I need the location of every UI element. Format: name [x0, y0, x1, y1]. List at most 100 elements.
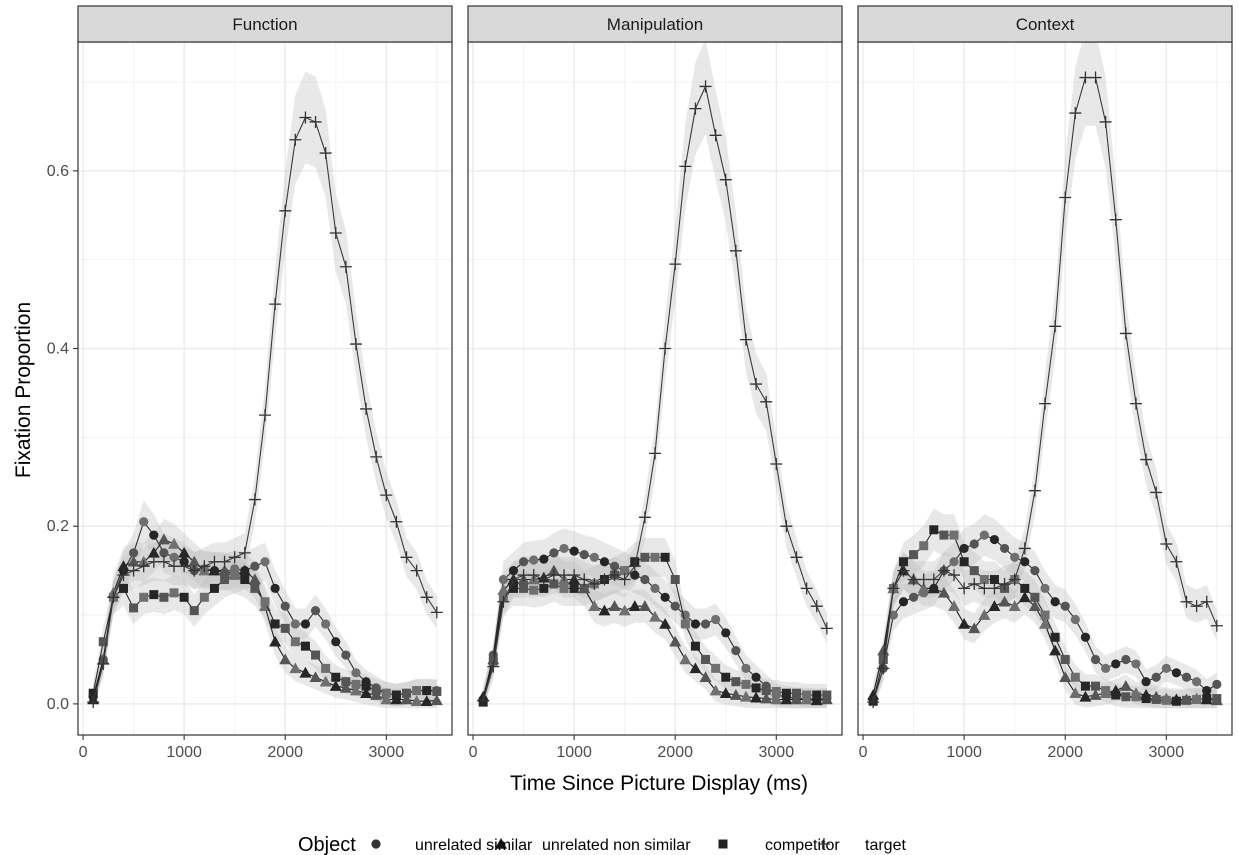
- data-point-target: [400, 551, 413, 564]
- confidence-band-unrelated-non-similar: [483, 552, 827, 709]
- facet-title: Context: [1016, 15, 1075, 34]
- data-point-unrelated-non-similar: [927, 582, 940, 594]
- data-point-target: [679, 160, 692, 173]
- x-tick-label: 1000: [946, 744, 982, 761]
- data-point-competitor: [402, 688, 412, 698]
- legend-label: unrelated similar: [415, 837, 533, 854]
- data-point-unrelated-similar: [599, 557, 610, 567]
- data-point-target: [729, 244, 742, 257]
- data-point-unrelated-non-similar: [1049, 644, 1062, 656]
- data-point-target: [1180, 595, 1193, 608]
- x-axis-title: Time Since Picture Display (ms): [510, 772, 808, 795]
- x-tick-label: 3000: [759, 744, 795, 761]
- data-point-unrelated-similar: [569, 546, 579, 556]
- data-point-target: [578, 573, 591, 586]
- data-point-target: [1119, 327, 1132, 340]
- data-point-unrelated-similar: [908, 592, 919, 602]
- data-point-competitor: [230, 570, 240, 580]
- legend-key-triangle: [495, 838, 507, 849]
- data-point-competitor: [731, 677, 741, 687]
- data-point-unrelated-non-similar: [598, 604, 611, 616]
- data-point-target: [420, 591, 433, 604]
- data-point-target: [1018, 542, 1031, 555]
- data-point-unrelated-similar: [280, 601, 290, 611]
- data-point-unrelated-non-similar: [628, 600, 641, 611]
- data-point-unrelated-similar: [1010, 552, 1020, 562]
- data-point-unrelated-similar: [989, 534, 1000, 545]
- data-point-competitor: [898, 557, 908, 567]
- data-point-unrelated-similar: [999, 543, 1010, 554]
- data-point-competitor: [792, 688, 802, 698]
- data-point-target: [1089, 71, 1102, 84]
- data-point-unrelated-similar: [139, 517, 149, 527]
- data-point-competitor: [300, 641, 310, 651]
- data-point-target: [107, 591, 120, 604]
- data-point-unrelated-non-similar: [669, 635, 682, 647]
- data-point-competitor: [822, 690, 832, 700]
- data-point-unrelated-similar: [1060, 601, 1070, 611]
- legend-label: unrelated non similar: [542, 837, 691, 854]
- data-point-competitor: [549, 579, 559, 589]
- data-point-competitor: [118, 583, 128, 593]
- data-point-unrelated-similar: [290, 619, 300, 629]
- confidence-band-unrelated-similar: [873, 514, 1217, 709]
- data-point-competitor: [270, 619, 280, 629]
- data-point-unrelated-non-similar: [719, 687, 732, 699]
- data-point-unrelated-similar: [1111, 659, 1121, 669]
- data-point-unrelated-similar: [1171, 668, 1182, 678]
- data-point-target: [1039, 397, 1051, 410]
- confidence-band-unrelated-similar: [93, 500, 437, 708]
- data-point-unrelated-similar: [321, 619, 331, 629]
- data-point-unrelated-non-similar: [739, 690, 752, 702]
- data-point-competitor: [969, 566, 979, 576]
- data-point-unrelated-non-similar: [988, 600, 1001, 611]
- data-point-unrelated-non-similar: [917, 582, 930, 594]
- data-point-competitor: [802, 690, 812, 700]
- data-point-competitor: [519, 583, 529, 593]
- series-target: [477, 80, 833, 707]
- data-point-target: [988, 582, 1001, 595]
- data-point-competitor: [1202, 694, 1212, 704]
- data-point-competitor: [650, 552, 660, 562]
- data-point-competitor: [1070, 672, 1080, 682]
- data-point-target: [1140, 453, 1153, 466]
- data-point-competitor: [381, 688, 391, 698]
- data-point-unrelated-similar: [640, 574, 650, 585]
- data-point-target: [309, 115, 322, 128]
- data-point-unrelated-non-similar: [709, 684, 722, 696]
- data-point-unrelated-non-similar: [309, 671, 322, 683]
- data-point-target: [1079, 71, 1092, 84]
- data-point-unrelated-similar: [508, 566, 519, 576]
- data-point-target: [97, 657, 110, 670]
- data-point-target: [659, 342, 672, 355]
- data-point-target: [1170, 555, 1183, 568]
- panel-manipulation: Manipulation 0 1000 2000 3000: [467, 5, 843, 761]
- data-point-unrelated-similar: [1101, 663, 1111, 673]
- data-point-unrelated-similar: [1161, 663, 1171, 673]
- data-point-unrelated-similar: [1181, 672, 1192, 682]
- data-point-competitor: [701, 654, 711, 664]
- data-point-competitor: [721, 672, 731, 682]
- data-point-unrelated-non-similar: [760, 692, 773, 704]
- data-point-target: [689, 102, 702, 115]
- data-point-unrelated-non-similar: [877, 644, 890, 656]
- data-point-competitor: [929, 525, 939, 535]
- data-point-target: [618, 573, 631, 586]
- data-point-target: [289, 133, 302, 146]
- data-point-competitor: [331, 672, 341, 682]
- data-point-target: [917, 573, 930, 586]
- data-point-unrelated-similar: [1192, 677, 1202, 687]
- x-tick-label: 3000: [1149, 744, 1185, 761]
- data-point-competitor: [690, 641, 700, 651]
- data-point-target: [877, 662, 890, 675]
- data-point-unrelated-non-similar: [649, 610, 661, 622]
- data-point-unrelated-non-similar: [750, 691, 763, 703]
- data-point-unrelated-non-similar: [770, 693, 783, 705]
- data-point-target: [319, 147, 332, 160]
- data-point-target: [1059, 191, 1072, 204]
- data-point-competitor: [761, 686, 771, 696]
- data-point-unrelated-non-similar: [588, 600, 601, 611]
- data-point-unrelated-non-similar: [238, 564, 251, 576]
- data-point-unrelated-similar: [1070, 614, 1080, 625]
- data-point-competitor: [371, 686, 381, 696]
